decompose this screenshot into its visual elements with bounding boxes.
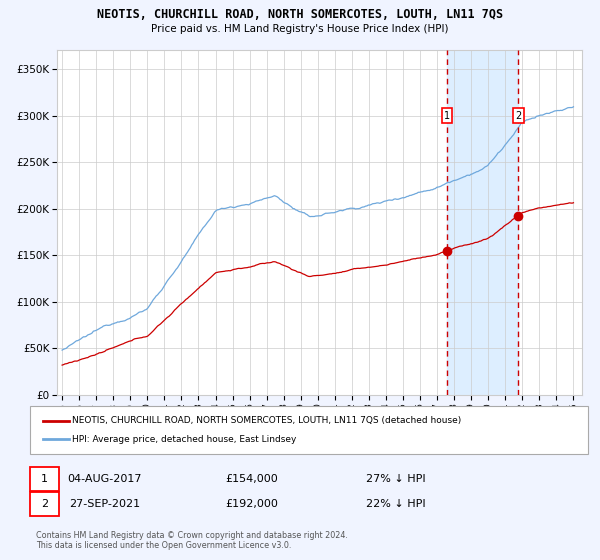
Text: NEOTIS, CHURCHILL ROAD, NORTH SOMERCOTES, LOUTH, LN11 7QS (detached house): NEOTIS, CHURCHILL ROAD, NORTH SOMERCOTES…	[72, 416, 461, 425]
Text: 2: 2	[41, 499, 48, 509]
Text: £192,000: £192,000	[226, 499, 278, 509]
Text: NEOTIS, CHURCHILL ROAD, NORTH SOMERCOTES, LOUTH, LN11 7QS: NEOTIS, CHURCHILL ROAD, NORTH SOMERCOTES…	[97, 8, 503, 21]
Text: £154,000: £154,000	[226, 474, 278, 484]
Text: 2: 2	[515, 110, 521, 120]
Text: 1: 1	[444, 110, 450, 120]
Text: 04-AUG-2017: 04-AUG-2017	[68, 474, 142, 484]
Text: 27% ↓ HPI: 27% ↓ HPI	[366, 474, 426, 484]
Text: Price paid vs. HM Land Registry's House Price Index (HPI): Price paid vs. HM Land Registry's House …	[151, 24, 449, 34]
Text: HPI: Average price, detached house, East Lindsey: HPI: Average price, detached house, East…	[72, 435, 296, 444]
Text: 22% ↓ HPI: 22% ↓ HPI	[366, 499, 426, 509]
Text: Contains HM Land Registry data © Crown copyright and database right 2024.
This d: Contains HM Land Registry data © Crown c…	[36, 531, 348, 550]
Text: 27-SEP-2021: 27-SEP-2021	[70, 499, 140, 509]
Bar	[447, 50, 518, 395]
Text: 1: 1	[41, 474, 48, 484]
